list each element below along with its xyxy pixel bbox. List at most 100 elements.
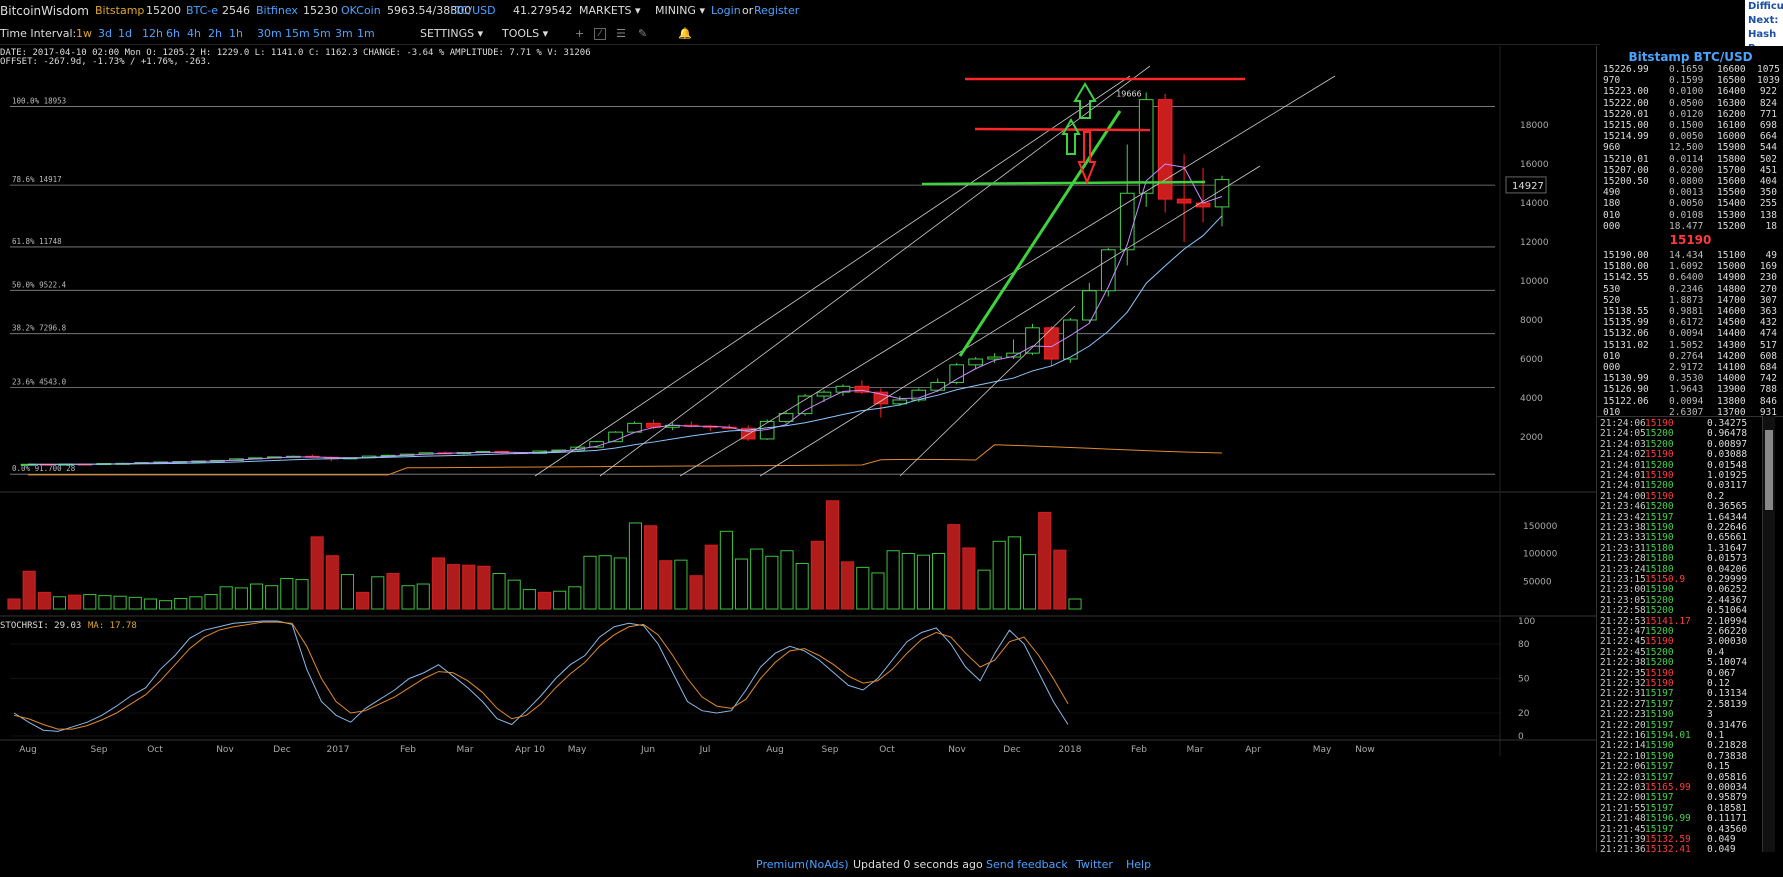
interval-12h[interactable]: 12h — [142, 27, 163, 40]
crosshair-icon[interactable]: + — [575, 27, 585, 40]
trade-cell: 0.01573 — [1707, 553, 1748, 565]
ticker-btce-value: 2546 — [222, 4, 250, 17]
orderbook-cell: 0.0094 — [1669, 395, 1704, 407]
candle-body — [873, 391, 889, 405]
orderbook-cell: 404 — [1759, 176, 1777, 187]
orderbook-cell: 432 — [1759, 317, 1777, 329]
trade-cell: 21:23:33 — [1600, 532, 1646, 544]
orderbook-cell: 14400 — [1717, 328, 1746, 340]
trade-cell: 15150.9 — [1645, 574, 1686, 585]
volume-bar — [704, 544, 718, 610]
orderbook-cell: 824 — [1759, 97, 1777, 109]
fib-icon[interactable]: ☰ — [616, 27, 626, 40]
x-tick-label: 2018 — [1059, 745, 1082, 755]
orderbook-cell: 517 — [1759, 339, 1777, 351]
stochrsi-tick-label: 20 — [1518, 709, 1530, 719]
ticker-ltcusd-name[interactable]: LTC/USD — [450, 4, 496, 17]
brush-icon[interactable]: ✎ — [638, 27, 648, 40]
brand-logo[interactable]: BitcoinWisdom — [0, 4, 89, 18]
volume-bar — [416, 583, 430, 610]
interval-30m[interactable]: 30m — [257, 27, 282, 40]
up-arrow-icon — [1073, 82, 1097, 119]
trade-cell: 0.11171 — [1707, 813, 1748, 825]
ask-row: 000 18.477 15200 18 — [1597, 221, 1783, 232]
interval-6h[interactable]: 6h — [166, 27, 180, 40]
mining-menu[interactable]: MINING ▾ — [655, 4, 705, 17]
ask-row: 15222.00 0.0500 16300 824 — [1597, 98, 1783, 109]
trade-cell: 15190 — [1645, 709, 1674, 721]
volume-bar — [1068, 598, 1082, 610]
price-chart[interactable]: DATE: 2017-04-10 02:00 Mon O: 1205.2 H: … — [0, 46, 1596, 852]
interval-1h[interactable]: 1h — [229, 27, 243, 40]
interval-5m[interactable]: 5m — [313, 27, 331, 40]
trade-cell: 0.31476 — [1707, 719, 1748, 731]
orderbook-cell: 010 — [1603, 350, 1621, 362]
orderbook-cell: 2.9172 — [1669, 362, 1704, 373]
trade-cell: 21:23:15 — [1600, 574, 1646, 585]
top-bar: BitcoinWisdom Bitstamp 15200 BTC-e 2546 … — [0, 0, 1783, 24]
interval-1m[interactable]: 1m — [357, 27, 375, 40]
trade-cell: 15190 — [1645, 667, 1674, 679]
login-link[interactable]: Login — [711, 4, 741, 17]
interval-1w[interactable]: 1w — [76, 27, 92, 40]
volume-bar — [113, 595, 127, 610]
x-tick-label: May — [568, 745, 587, 755]
scrollbar-thumb[interactable] — [1765, 430, 1773, 510]
trades-scrollbar[interactable] — [1762, 416, 1775, 852]
bid-row: 15142.55 0.6400 14900 230 — [1597, 272, 1783, 283]
trade-cell: 15200 — [1645, 459, 1674, 471]
trade-cell: 21:23:46 — [1600, 501, 1646, 513]
ticker-btce-name[interactable]: BTC-e — [186, 4, 219, 17]
chart-area[interactable]: DATE: 2017-04-10 02:00 Mon O: 1205.2 H: … — [0, 46, 1596, 852]
volume-bar — [174, 597, 188, 610]
trade-cell: 15200 — [1645, 480, 1674, 492]
x-tick-label: Feb — [400, 745, 416, 755]
markets-menu[interactable]: MARKETS ▾ — [579, 4, 641, 17]
interval-1d[interactable]: 1d — [118, 27, 132, 40]
ticker-okcoin-name[interactable]: OKCoin — [341, 4, 381, 17]
trade-row: 21:22:47 15200 2.66220 — [1597, 626, 1777, 637]
trade-cell: 0.04206 — [1707, 563, 1748, 575]
orderbook-cell: 788 — [1759, 384, 1777, 396]
ticker-bitstamp-name[interactable]: Bitstamp — [95, 4, 145, 17]
line-draw-icon[interactable]: ⁄ — [594, 28, 606, 40]
trade-row: 21:21:48 15196.99 0.11171 — [1597, 813, 1777, 824]
trade-row: 21:24:00 15190 0.2 — [1597, 491, 1777, 502]
orderbook-cell: 15180.00 — [1603, 261, 1649, 273]
trade-row: 21:23:42 15197 1.64344 — [1597, 512, 1777, 523]
orderbook-cell: 15223.00 — [1603, 86, 1649, 98]
trade-cell: 21:22:53 — [1600, 615, 1646, 627]
ticker-bitfinex-name[interactable]: Bitfinex — [256, 4, 298, 17]
settings-menu[interactable]: SETTINGS ▾ — [420, 27, 484, 40]
volume-bar — [522, 589, 536, 610]
volume-bar — [750, 548, 764, 610]
interval-4h[interactable]: 4h — [187, 27, 201, 40]
x-tick-label: Dec — [1003, 745, 1020, 755]
chevron-down-icon: ▾ — [542, 27, 549, 40]
orderbook-cell: 0.6400 — [1669, 272, 1704, 284]
trade-row: 21:22:16 15194.01 0.1 — [1597, 730, 1777, 741]
register-link[interactable]: Register — [754, 4, 800, 17]
send-feedback-link[interactable]: Send feedback — [986, 858, 1068, 871]
orderbook-cell: 15200 — [1717, 220, 1746, 232]
trade-cell: 21:22:35 — [1600, 667, 1646, 679]
alarm-bell-icon[interactable]: 🔔 — [678, 27, 692, 40]
twitter-link[interactable]: Twitter — [1076, 858, 1113, 871]
orderbook-cell: 15900 — [1717, 142, 1746, 154]
interval-3d[interactable]: 3d — [98, 27, 112, 40]
interval-15m[interactable]: 15m — [285, 27, 310, 40]
interval-2h[interactable]: 2h — [208, 27, 222, 40]
help-link[interactable]: Help — [1126, 858, 1152, 871]
orderbook-cell: 451 — [1759, 164, 1777, 176]
volume-bar — [310, 536, 324, 610]
tools-menu[interactable]: TOOLS ▾ — [502, 27, 549, 40]
interval-3m[interactable]: 3m — [335, 27, 353, 40]
premium-link[interactable]: Premium(NoAds) — [756, 858, 849, 871]
volume-bar — [1007, 536, 1021, 610]
orderbook-cell: 15131.02 — [1603, 339, 1649, 351]
price-tick-label: 8000 — [1520, 316, 1543, 326]
trade-cell: 0.01548 — [1707, 459, 1748, 471]
trade-row: 21:23:46 15200 0.36565 — [1597, 501, 1777, 512]
trade-cell: 21:22:38 — [1600, 657, 1646, 669]
volume-bar — [947, 524, 961, 610]
